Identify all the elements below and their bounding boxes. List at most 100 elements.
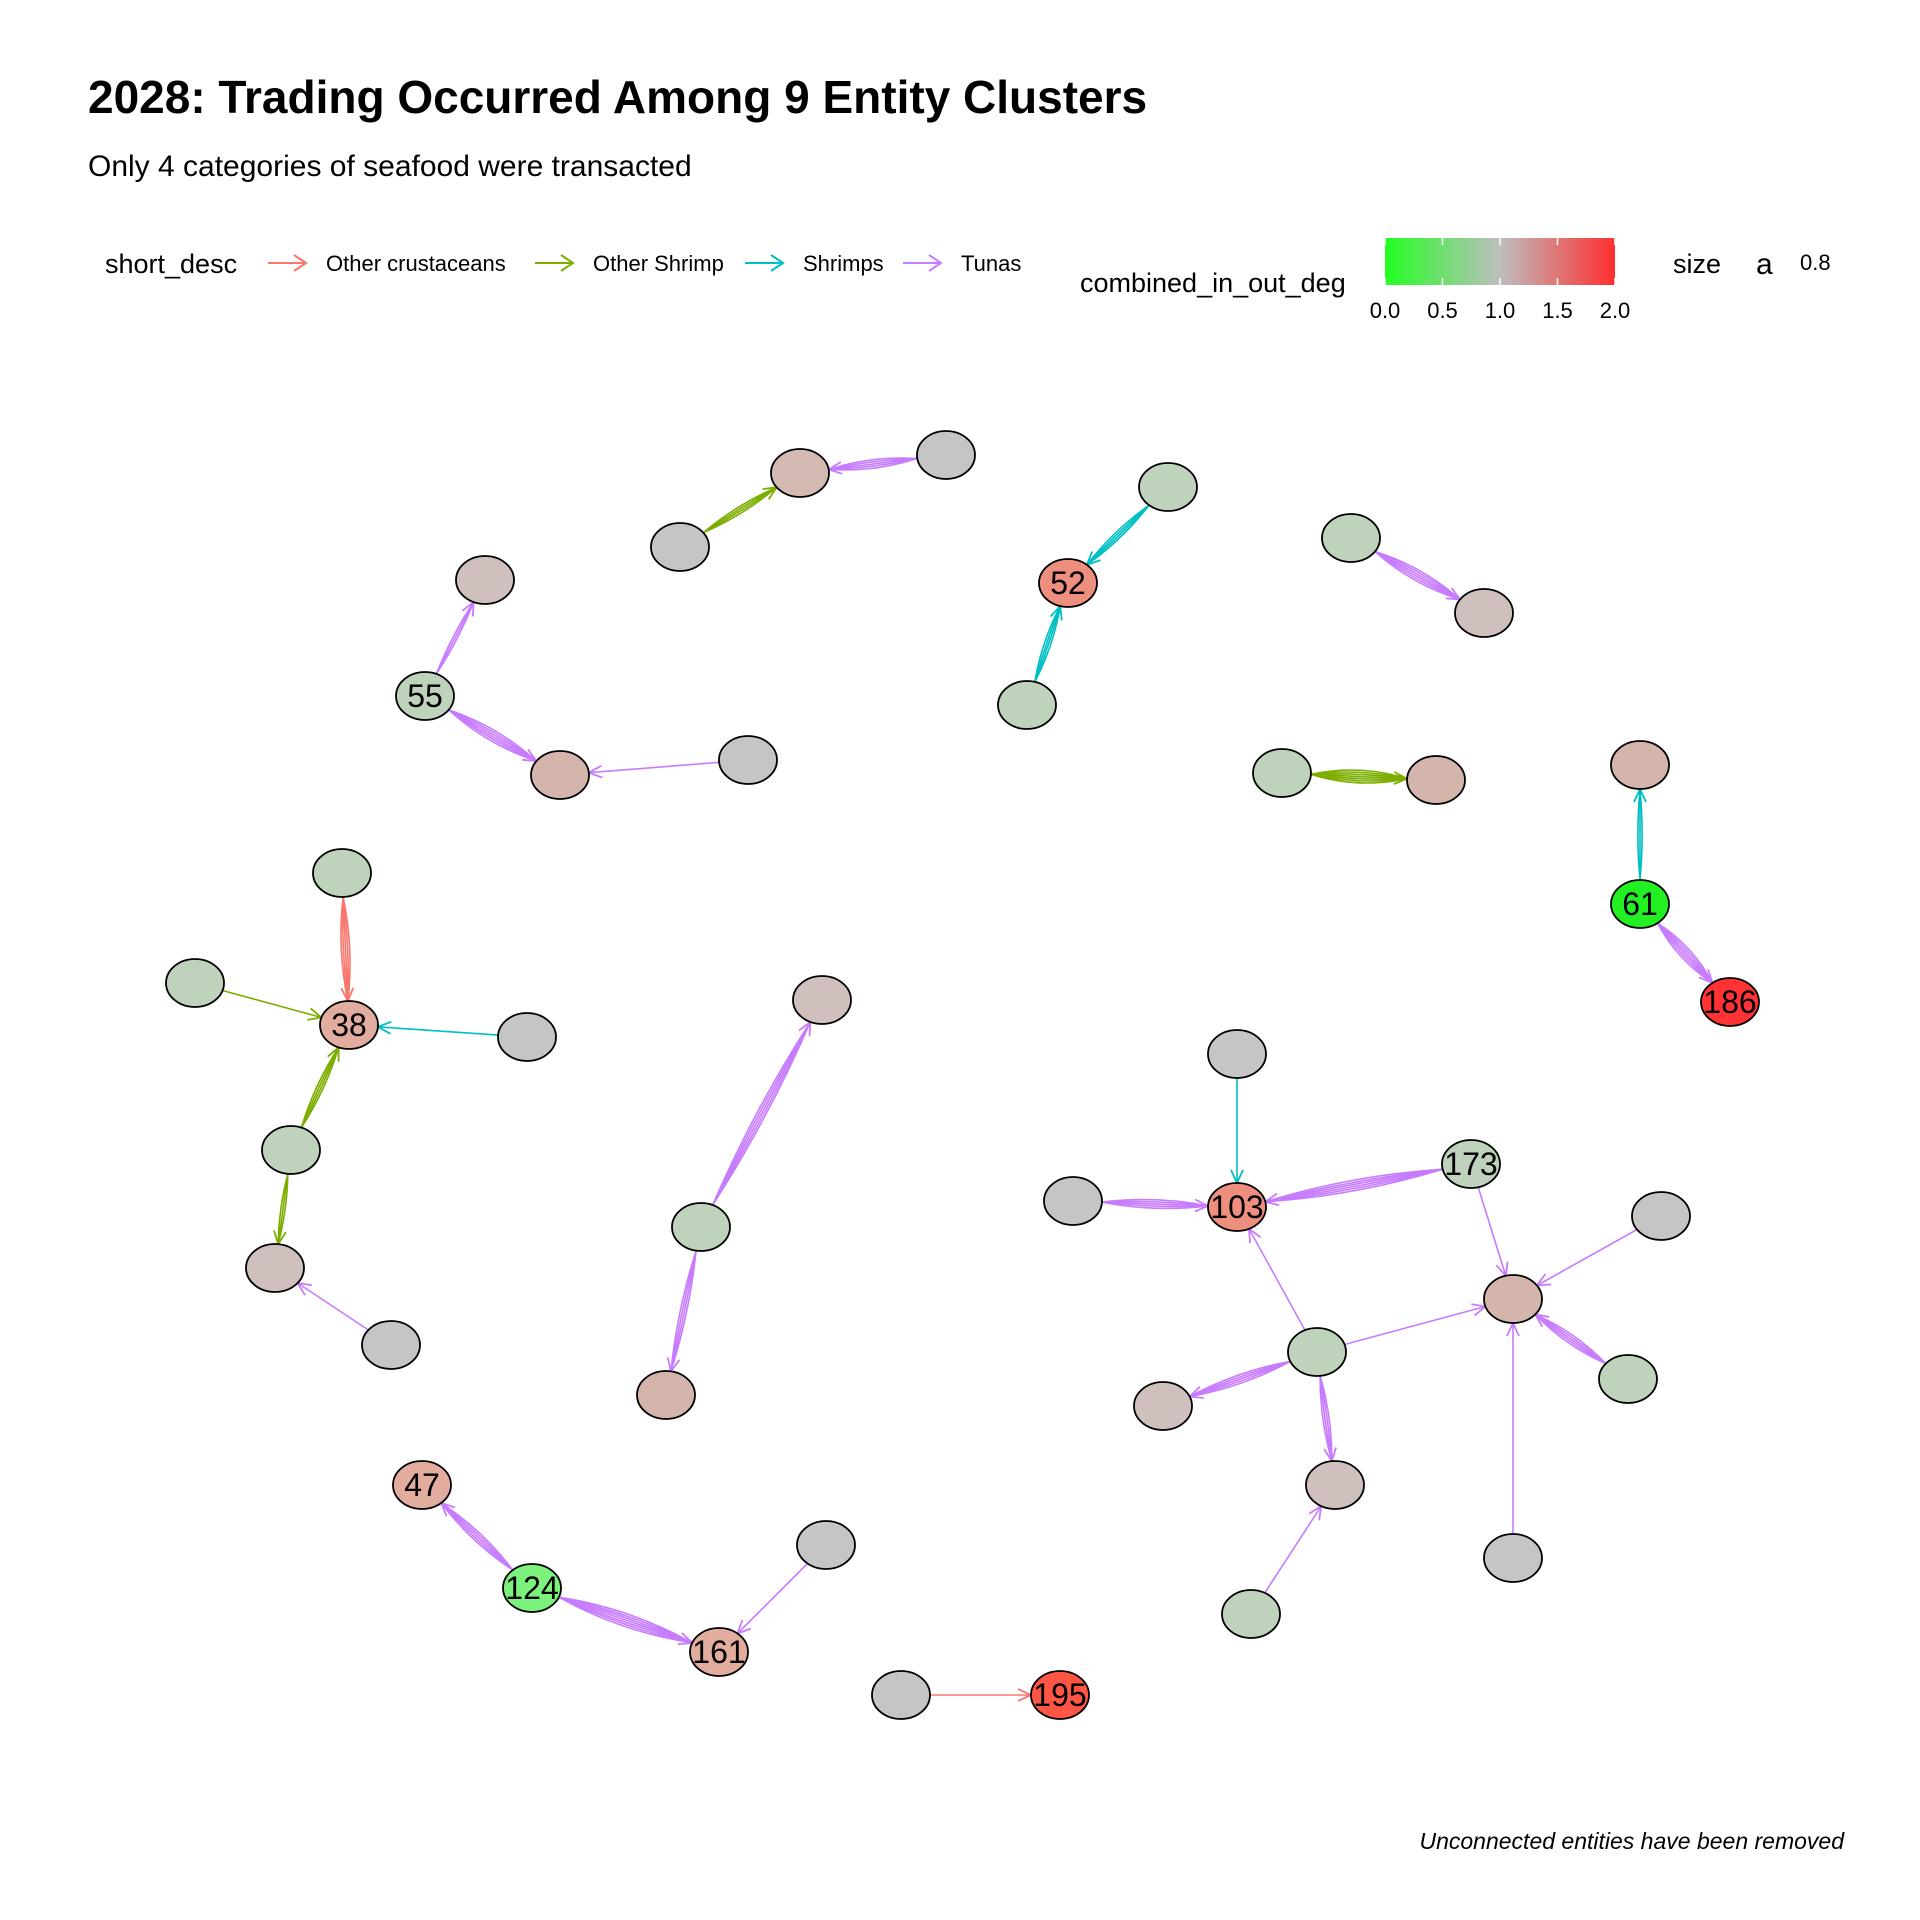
node bbox=[997, 680, 1057, 730]
node-circle bbox=[1483, 1274, 1543, 1324]
edge-strand bbox=[300, 1047, 340, 1129]
edge-strand bbox=[1374, 550, 1461, 601]
node bbox=[1305, 1460, 1365, 1510]
node bbox=[770, 448, 830, 498]
edge-strand bbox=[1265, 1168, 1443, 1203]
node bbox=[796, 1520, 856, 1570]
color-tick-label: 1.0 bbox=[1485, 298, 1516, 323]
color-tick-label: 0.5 bbox=[1427, 298, 1458, 323]
node bbox=[245, 1243, 305, 1293]
node bbox=[1252, 748, 1312, 798]
chart-title: 2028: Trading Occurred Among 9 Entity Cl… bbox=[88, 71, 1148, 123]
edge-strand bbox=[448, 709, 537, 762]
node bbox=[1483, 1274, 1543, 1324]
graph-edges bbox=[222, 457, 1714, 1702]
node-circle bbox=[245, 1243, 305, 1293]
edge-strand bbox=[1656, 922, 1713, 984]
edge-strand bbox=[1344, 1305, 1486, 1346]
legend-edge-title: short_desc bbox=[105, 249, 237, 279]
node bbox=[650, 522, 710, 572]
node bbox=[165, 958, 225, 1008]
edge-n_38_dn3-n_38_dn2 bbox=[295, 1281, 369, 1331]
legend-item-other-shrimp: Other Shrimp bbox=[535, 251, 724, 276]
edge-strand bbox=[558, 1596, 693, 1644]
node-circle bbox=[871, 1670, 931, 1720]
edge-strand bbox=[711, 1021, 811, 1206]
edge-strand bbox=[297, 1282, 369, 1331]
node-circle bbox=[1207, 1182, 1267, 1232]
node-label: 52 bbox=[1050, 565, 1086, 601]
node-circle bbox=[1252, 748, 1312, 798]
edge-n_52_up-n_52 bbox=[1085, 504, 1150, 567]
node bbox=[361, 1320, 421, 1370]
node-52: 52 bbox=[1038, 558, 1098, 608]
edge-strand bbox=[340, 896, 349, 1002]
node-circle bbox=[718, 735, 778, 785]
edge-strand bbox=[702, 486, 778, 534]
edge-strand bbox=[711, 1021, 812, 1206]
color-tick-label: 0.0 bbox=[1370, 298, 1401, 323]
edge-n_c2-n_hub bbox=[1344, 1303, 1488, 1346]
node-circle bbox=[1030, 1670, 1090, 1720]
edge-n_124-n_47 bbox=[439, 1501, 514, 1571]
edge-n_os_a-n_os_b bbox=[1310, 769, 1410, 785]
edge-strand bbox=[222, 989, 322, 1019]
node-label: 195 bbox=[1033, 1677, 1086, 1713]
node bbox=[671, 1202, 731, 1252]
edge-n_hub_r2-n_hub bbox=[1533, 1313, 1607, 1365]
legend-key-arrowhead bbox=[928, 254, 943, 272]
legend-item-label: Tunas bbox=[961, 251, 1021, 276]
node-circle bbox=[997, 680, 1057, 730]
node-circle bbox=[1631, 1191, 1691, 1241]
edge-strand bbox=[1086, 504, 1150, 566]
edge-strand bbox=[1264, 1505, 1322, 1594]
edge-strand bbox=[702, 486, 778, 534]
edge-strand bbox=[1656, 922, 1714, 984]
node bbox=[1454, 588, 1514, 638]
edge-n_top_r-n_top_m bbox=[826, 457, 918, 475]
edge-n_38_r-n_38 bbox=[375, 1020, 499, 1036]
legend-item-label: Other Shrimp bbox=[593, 251, 724, 276]
node-circle bbox=[1483, 1533, 1543, 1583]
legend-item-shrimps: Shrimps bbox=[745, 251, 884, 276]
node-circle bbox=[689, 1627, 749, 1677]
node bbox=[530, 750, 590, 800]
edge-strand bbox=[341, 896, 349, 1002]
edge-n_ne_a-n_ne_b bbox=[1374, 550, 1462, 601]
node-61: 61 bbox=[1610, 879, 1670, 929]
edge-strand bbox=[670, 1250, 697, 1372]
legend-size-glyph: a bbox=[1756, 248, 1773, 281]
edge-n_mid_c-n_mid_dn bbox=[666, 1250, 697, 1374]
node-circle bbox=[1454, 588, 1514, 638]
node-124: 124 bbox=[502, 1563, 562, 1613]
edge-strand bbox=[377, 1026, 499, 1036]
edge-strand bbox=[1319, 1375, 1333, 1462]
node-circle bbox=[1287, 1327, 1347, 1377]
node-173: 173 bbox=[1441, 1139, 1501, 1189]
node-circle bbox=[650, 522, 710, 572]
edge-strand bbox=[712, 1021, 812, 1206]
edge-strand bbox=[736, 1562, 809, 1635]
edge-strand bbox=[440, 1502, 514, 1571]
legend-color-bar bbox=[1385, 238, 1615, 285]
edge-strand bbox=[670, 1250, 697, 1372]
edge-n_55-n_55_dn bbox=[448, 709, 539, 763]
edge-strand bbox=[1374, 550, 1461, 601]
edge-strand bbox=[1189, 1360, 1291, 1398]
node-circle bbox=[1133, 1381, 1193, 1431]
edge-n_mid_c-n_mid_up bbox=[711, 1020, 812, 1206]
edge-n_top_l-n_top_m bbox=[702, 486, 779, 534]
edge-strand bbox=[670, 1250, 697, 1372]
node bbox=[718, 735, 778, 785]
edge-strand bbox=[588, 761, 720, 774]
edge-strand bbox=[670, 1250, 697, 1372]
node bbox=[1138, 462, 1198, 512]
node-circle bbox=[1221, 1589, 1281, 1639]
edge-strand bbox=[1477, 1186, 1507, 1277]
edge-strand bbox=[1319, 1375, 1333, 1462]
legend-key-arrowhead bbox=[293, 254, 308, 272]
node bbox=[871, 1670, 931, 1720]
edge-n_52_dn-n_52 bbox=[1034, 604, 1063, 683]
edge-strand bbox=[448, 709, 537, 762]
node-circle bbox=[916, 430, 976, 480]
